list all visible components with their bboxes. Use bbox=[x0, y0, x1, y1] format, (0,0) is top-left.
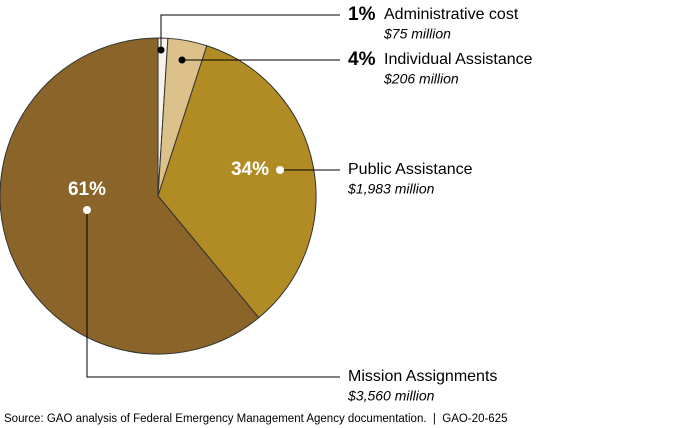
pie-slice bbox=[0, 37, 260, 355]
pie-slice bbox=[157, 45, 317, 319]
amount-label: $206 million bbox=[383, 71, 459, 87]
amount-label: $3,560 million bbox=[347, 388, 435, 404]
leader-line bbox=[160, 14, 340, 50]
percent-label: 4% bbox=[348, 49, 376, 70]
source-note: Source: GAO analysis of Federal Emergenc… bbox=[4, 413, 508, 425]
percent-label: 34% bbox=[231, 159, 269, 180]
category-label: Administrative cost bbox=[384, 6, 519, 23]
amount-label: $75 million bbox=[383, 26, 451, 42]
category-label: Mission Assignments bbox=[348, 368, 497, 385]
leader-dot bbox=[178, 56, 186, 64]
leader-line bbox=[86, 210, 340, 378]
percent-label: 1% bbox=[348, 4, 376, 25]
category-label: Public Assistance bbox=[348, 161, 473, 178]
leader-dot bbox=[83, 206, 91, 214]
percent-label: 61% bbox=[68, 179, 106, 200]
amount-label: $1,983 million bbox=[347, 181, 435, 197]
leader-dot bbox=[276, 166, 284, 174]
leader-dot bbox=[157, 46, 165, 54]
category-label: Individual Assistance bbox=[384, 51, 533, 68]
